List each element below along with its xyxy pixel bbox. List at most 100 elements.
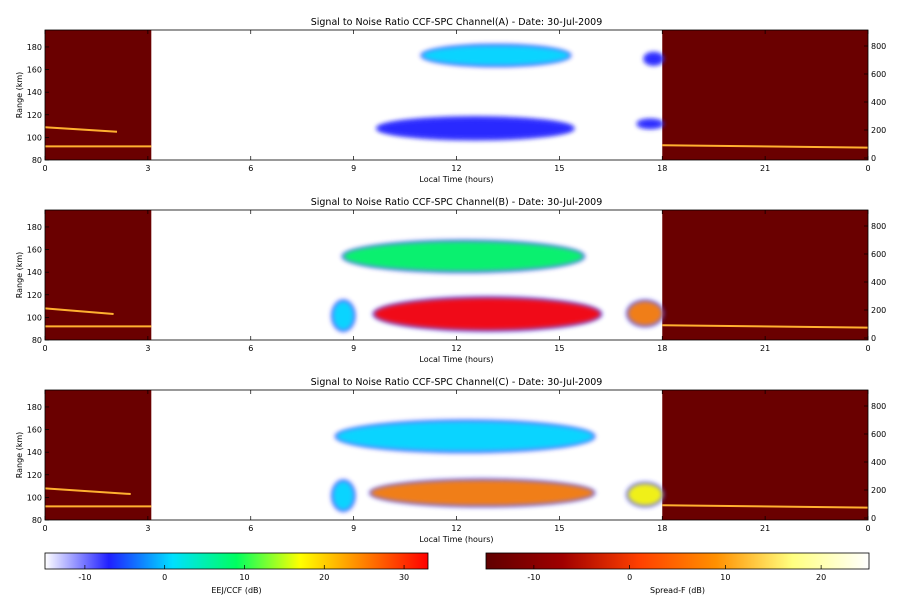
colorbar-gradient <box>44 552 429 570</box>
x-tick-label: 6 <box>248 524 253 533</box>
right-tick-label: 600 <box>871 430 886 439</box>
x-tick-label: 0 <box>865 524 870 533</box>
echo-region <box>374 298 601 330</box>
colorbar-gradient <box>485 552 870 570</box>
night-echo-trace <box>44 126 118 133</box>
y-tick-label: 180 <box>27 223 42 232</box>
y-tick-label: 100 <box>27 493 42 502</box>
night-region <box>45 210 152 340</box>
night-region <box>662 390 868 520</box>
echo-region <box>370 480 594 506</box>
night-region <box>45 30 152 160</box>
y-tick-label: 80 <box>32 156 42 165</box>
x-tick-label: 21 <box>760 164 770 173</box>
colorbar-tick-label: -10 <box>78 573 91 582</box>
y-tick-label: 160 <box>27 426 42 435</box>
right-tick-label: 800 <box>871 222 886 231</box>
chart-panel-c: Signal to Noise Ratio CCF-SPC Channel(C)… <box>15 377 886 544</box>
colorbar-tick-label: 10 <box>239 573 249 582</box>
y-tick-label: 160 <box>27 246 42 255</box>
right-tick-label: 400 <box>871 98 886 107</box>
x-tick-label: 21 <box>760 344 770 353</box>
x-tick-label: 3 <box>145 164 150 173</box>
x-tick-label: 6 <box>248 164 253 173</box>
echo-region <box>336 421 594 452</box>
x-tick-label: 0 <box>865 344 870 353</box>
panel-title: Signal to Noise Ratio CCF-SPC Channel(B)… <box>311 197 603 208</box>
night-region <box>662 210 868 340</box>
y-tick-label: 120 <box>27 111 42 120</box>
y-tick-label: 120 <box>27 471 42 480</box>
x-axis-label: Local Time (hours) <box>419 535 493 544</box>
night-region <box>662 30 868 160</box>
y-tick-label: 100 <box>27 133 42 142</box>
x-axis-label: Local Time (hours) <box>419 175 493 184</box>
night-echo-trace <box>662 504 869 509</box>
y-tick-label: 160 <box>27 66 42 75</box>
x-tick-label: 0 <box>42 344 47 353</box>
y-tick-label: 180 <box>27 43 42 52</box>
y-tick-label: 180 <box>27 403 42 412</box>
y-tick-label: 120 <box>27 291 42 300</box>
y-tick-label: 140 <box>27 88 42 97</box>
y-axis-label: Range (km) <box>15 252 24 299</box>
colorbar-tick-label: 30 <box>399 573 409 582</box>
colorbar-tick-label: 10 <box>720 573 730 582</box>
right-tick-label: 0 <box>871 334 876 343</box>
right-tick-label: 800 <box>871 42 886 51</box>
chart-panel-b: Signal to Noise Ratio CCF-SPC Channel(B)… <box>15 197 886 364</box>
x-tick-label: 0 <box>42 524 47 533</box>
y-tick-label: 80 <box>32 516 42 525</box>
x-tick-label: 12 <box>451 344 461 353</box>
echo-region <box>377 118 574 139</box>
right-tick-label: 200 <box>871 306 886 315</box>
panel-title: Signal to Noise Ratio CCF-SPC Channel(A)… <box>311 17 603 28</box>
right-tick-label: 0 <box>871 154 876 163</box>
x-tick-label: 0 <box>42 164 47 173</box>
panel-title: Signal to Noise Ratio CCF-SPC Channel(C)… <box>311 377 603 388</box>
right-tick-label: 0 <box>871 514 876 523</box>
x-tick-label: 0 <box>865 164 870 173</box>
colorbar-tick-label: 20 <box>319 573 329 582</box>
right-tick-label: 400 <box>871 458 886 467</box>
chart-panel-a: Signal to Noise Ratio CCF-SPC Channel(A)… <box>15 17 886 184</box>
y-tick-label: 80 <box>32 336 42 345</box>
x-tick-label: 3 <box>145 344 150 353</box>
x-tick-label: 18 <box>657 524 667 533</box>
x-tick-label: 18 <box>657 344 667 353</box>
echo-region <box>343 241 584 272</box>
colorbar-label: EEJ/CCF (dB) <box>211 586 261 595</box>
right-tick-label: 600 <box>871 250 886 259</box>
colorbar-label: Spread-F (dB) <box>650 586 705 595</box>
y-tick-label: 140 <box>27 448 42 457</box>
echo-region <box>333 301 354 330</box>
spread-f-colorbar: -10 0 10 20 Spread-F (dB) <box>485 552 870 595</box>
right-tick-label: 800 <box>871 402 886 411</box>
x-tick-label: 9 <box>351 344 356 353</box>
night-echo-trace <box>662 324 869 329</box>
colorbar-tick-label: 0 <box>162 573 167 582</box>
echo-region <box>627 301 663 326</box>
x-tick-label: 12 <box>451 164 461 173</box>
echo-region <box>422 45 570 66</box>
colorbar-tick-label: 0 <box>627 573 632 582</box>
echo-region <box>627 483 663 506</box>
x-tick-label: 3 <box>145 524 150 533</box>
x-tick-label: 15 <box>554 524 564 533</box>
y-axis-label: Range (km) <box>15 432 24 479</box>
echo-region <box>645 53 663 65</box>
eej-colorbar: -10 0 10 20 30 EEJ/CCF (dB) <box>44 552 429 595</box>
x-tick-label: 9 <box>351 164 356 173</box>
x-axis-label: Local Time (hours) <box>419 355 493 364</box>
x-tick-label: 6 <box>248 344 253 353</box>
night-echo-trace <box>44 307 114 315</box>
right-tick-label: 200 <box>871 126 886 135</box>
colorbar-tick-label: 20 <box>816 573 826 582</box>
echo-region <box>638 120 663 128</box>
right-tick-label: 200 <box>871 486 886 495</box>
x-tick-label: 18 <box>657 164 667 173</box>
night-region <box>45 390 152 520</box>
echo-region <box>333 481 354 510</box>
right-tick-label: 400 <box>871 278 886 287</box>
y-tick-label: 140 <box>27 268 42 277</box>
